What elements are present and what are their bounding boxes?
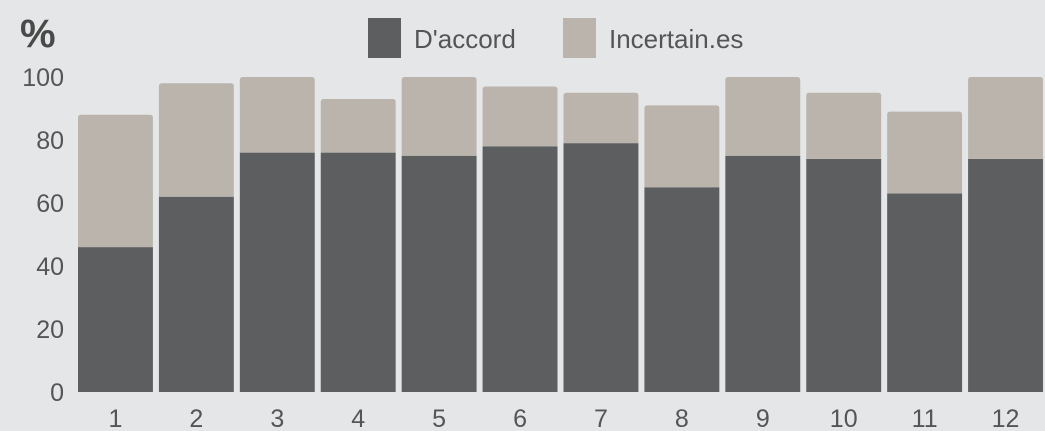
bar-8-series-1 [644,187,719,392]
x-tick-label-12: 12 [992,405,1020,431]
bar-3-series-2 [240,77,315,153]
bar-5-series-2 [402,77,477,156]
y-axis-ticks: 0 20 40 60 80 100 [22,64,64,407]
y-tick-label-0: 0 [50,379,64,407]
x-tick-label-2: 2 [189,405,203,431]
bar-group-9 [725,77,800,392]
bar-11-series-1 [887,194,962,392]
y-tick-label-60: 60 [36,190,64,218]
bar-2-series-2 [159,83,234,196]
bar-2-series-1 [159,197,234,392]
bar-group-11 [887,112,962,392]
bar-group-7 [564,93,639,392]
bar-group-2 [159,83,234,392]
bar-group-3 [240,77,315,392]
bar-group-1 [78,115,153,392]
y-tick-label-20: 20 [36,316,64,344]
bar-9-series-2 [725,77,800,156]
bar-group-6 [483,86,558,392]
x-tick-label-3: 3 [270,405,284,431]
x-tick-label-5: 5 [432,405,446,431]
y-tick-label-40: 40 [36,253,64,281]
bar-10-series-2 [806,93,881,159]
bar-10-series-1 [806,159,881,392]
bar-11-series-2 [887,112,962,194]
x-tick-label-4: 4 [351,405,365,431]
bar-group-8 [644,105,719,392]
bar-7-series-1 [564,143,639,392]
bar-1-series-2 [78,115,153,247]
x-tick-label-8: 8 [675,405,689,431]
legend-swatch-1 [368,18,401,58]
bar-4-series-2 [321,99,396,153]
y-unit-label: % [20,12,56,56]
legend: D'accord Incertain.es [368,18,743,58]
x-tick-label-7: 7 [594,405,608,431]
bar-group-4 [321,99,396,392]
legend-swatch-2 [563,18,596,58]
bar-12-series-2 [968,77,1043,159]
bar-1-series-1 [78,247,153,392]
bar-12-series-1 [968,159,1043,392]
bar-3-series-1 [240,153,315,392]
bar-group-10 [806,93,881,392]
x-tick-label-11: 11 [912,405,938,431]
x-tick-label-9: 9 [756,405,770,431]
x-axis-ticks: 1 2 3 4 5 6 7 8 9 10 11 12 [109,405,1020,431]
bars [78,77,1043,392]
bar-8-series-2 [644,105,719,187]
bar-group-12 [968,77,1043,392]
legend-label-1: D'accord [414,24,516,54]
x-tick-label-6: 6 [513,405,527,431]
bar-6-series-2 [483,86,558,146]
x-tick-label-10: 10 [830,405,858,431]
bar-9-series-1 [725,156,800,392]
legend-label-2: Incertain.es [609,24,743,54]
bar-7-series-2 [564,93,639,143]
y-tick-label-100: 100 [22,64,64,92]
x-tick-label-1: 1 [109,405,123,431]
y-tick-label-80: 80 [36,127,64,155]
bar-6-series-1 [483,146,558,392]
bar-5-series-1 [402,156,477,392]
bar-group-5 [402,77,477,392]
bar-4-series-1 [321,153,396,392]
